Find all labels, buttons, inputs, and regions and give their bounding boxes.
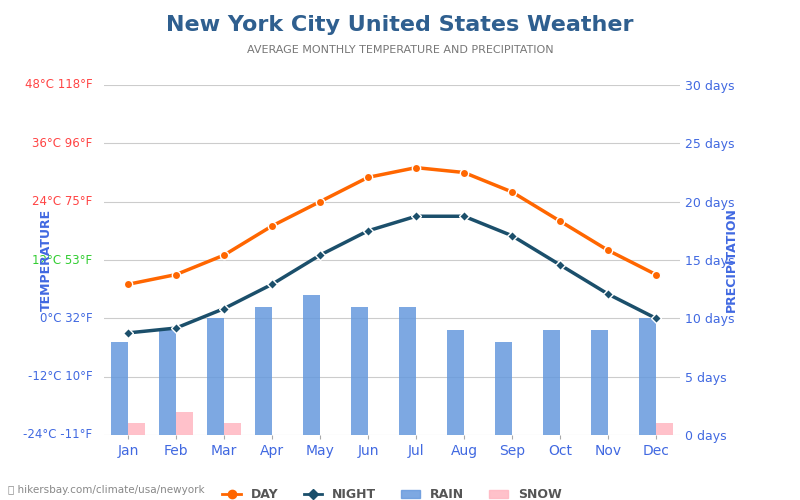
Text: -12°C 10°F: -12°C 10°F xyxy=(28,370,93,383)
Bar xyxy=(399,306,416,435)
Bar xyxy=(159,330,176,435)
Bar xyxy=(495,342,512,435)
Text: New York City United States Weather: New York City United States Weather xyxy=(166,15,634,35)
Bar xyxy=(303,295,320,435)
Bar xyxy=(351,306,368,435)
Text: 24°C 75°F: 24°C 75°F xyxy=(32,195,93,208)
Bar xyxy=(656,424,673,435)
Legend: DAY, NIGHT, RAIN, SNOW: DAY, NIGHT, RAIN, SNOW xyxy=(217,483,567,500)
Text: TEMPERATURE: TEMPERATURE xyxy=(40,209,53,311)
Bar xyxy=(224,424,241,435)
Text: PRECIPITATION: PRECIPITATION xyxy=(726,208,738,312)
Bar xyxy=(111,342,128,435)
Bar xyxy=(128,424,145,435)
Bar xyxy=(591,330,608,435)
Text: 📍 hikersbay.com/climate/usa/newyork: 📍 hikersbay.com/climate/usa/newyork xyxy=(8,485,205,495)
Text: 36°C 96°F: 36°C 96°F xyxy=(32,137,93,150)
Bar xyxy=(543,330,560,435)
Bar xyxy=(176,412,193,435)
Bar xyxy=(447,330,464,435)
Text: 48°C 118°F: 48°C 118°F xyxy=(25,78,93,92)
Bar xyxy=(639,318,656,435)
Bar xyxy=(255,306,272,435)
Text: 12°C 53°F: 12°C 53°F xyxy=(32,254,93,266)
Bar xyxy=(207,318,224,435)
Text: AVERAGE MONTHLY TEMPERATURE AND PRECIPITATION: AVERAGE MONTHLY TEMPERATURE AND PRECIPIT… xyxy=(246,45,554,55)
Text: -24°C -11°F: -24°C -11°F xyxy=(23,428,93,442)
Text: 0°C 32°F: 0°C 32°F xyxy=(40,312,93,325)
